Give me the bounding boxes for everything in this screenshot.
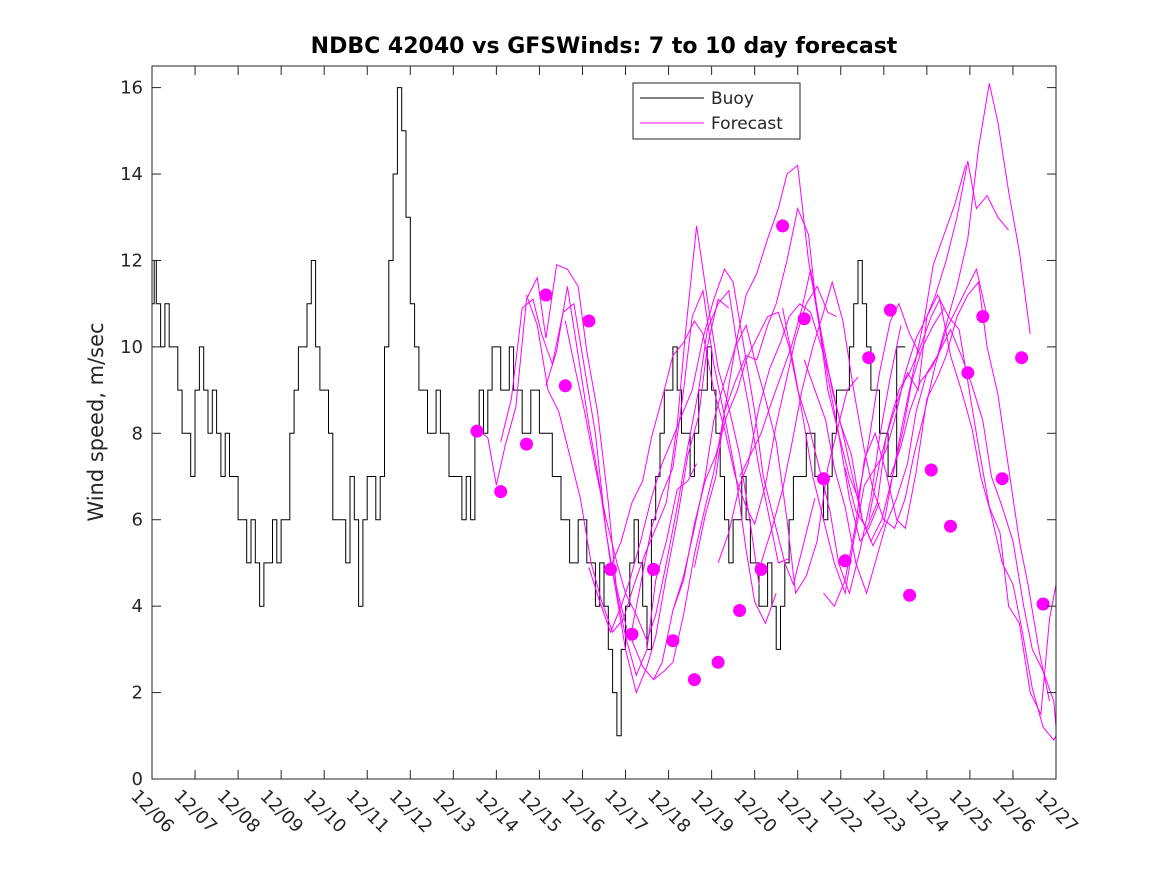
- plot-area: [152, 66, 1056, 779]
- buoy-series: [152, 87, 906, 737]
- forecast-line-13: [739, 165, 967, 547]
- forecast-line-18: [844, 293, 1057, 717]
- y-axis-label: Wind speed, m/sec: [84, 322, 108, 521]
- chart-title: NDBC 42040 vs GFSWinds: 7 to 10 day fore…: [311, 34, 898, 59]
- forecast-line-20: [889, 328, 1057, 728]
- forecast-marker: [995, 472, 1009, 486]
- legend: Buoy Forecast: [632, 82, 801, 140]
- y-tick-label: 2: [132, 683, 143, 704]
- forecast-line-9: [653, 164, 880, 680]
- legend-box: [632, 82, 801, 140]
- legend-forecast-label: Forecast: [711, 114, 783, 134]
- forecast-line-3: [526, 225, 760, 634]
- forecast-marker: [539, 288, 553, 302]
- legend-buoy-label: Buoy: [711, 89, 754, 109]
- forecast-marker: [817, 472, 830, 486]
- forecast-marker: [470, 424, 484, 438]
- forecast-marker: [1036, 597, 1050, 611]
- forecast-marker: [733, 604, 747, 617]
- forecast-line-11: [693, 206, 921, 568]
- forecast-marker: [924, 463, 938, 477]
- forecast-marker: [944, 519, 957, 533]
- forecast-marker: [961, 366, 975, 380]
- forecast-series-group: [476, 83, 1057, 742]
- forecast-marker: [625, 627, 639, 641]
- forecast-marker: [494, 485, 508, 499]
- forecast-line-5: [564, 289, 790, 643]
- forecast-marker: [862, 351, 876, 365]
- forecast-marker: [1015, 351, 1029, 365]
- forecast-marker: [776, 219, 790, 233]
- forecast-marker-group: [470, 219, 1050, 687]
- forecast-line-8: [631, 323, 859, 681]
- y-tick-label: 12: [120, 250, 143, 271]
- forecast-line-14: [760, 267, 988, 564]
- forecast-marker: [604, 562, 617, 576]
- y-tick-label: 8: [132, 423, 143, 444]
- forecast-line-17: [823, 280, 1050, 702]
- y-tick-label: 10: [120, 337, 143, 358]
- forecast-marker: [754, 562, 768, 576]
- y-tick-label: 0: [132, 769, 143, 790]
- forecast-line-2: [500, 298, 730, 695]
- y-tick-label: 16: [120, 78, 143, 99]
- forecast-marker: [883, 303, 897, 317]
- forecast-marker: [797, 312, 811, 326]
- forecast-marker: [520, 437, 533, 451]
- forecast-marker: [687, 673, 701, 687]
- y-tick-label: 14: [120, 164, 143, 185]
- plot-frame: [151, 65, 1057, 780]
- forecast-line-4: [545, 286, 777, 641]
- forecast-line-7: [610, 285, 837, 568]
- y-tick-label: 6: [132, 510, 143, 531]
- forecast-marker: [647, 562, 660, 576]
- forecast-marker: [582, 314, 596, 328]
- forecast-marker: [666, 634, 680, 648]
- forecast-marker: [976, 310, 990, 324]
- forecast-line-15: [782, 161, 1009, 596]
- forecast-line-16: [803, 83, 1031, 595]
- buoy-line: [152, 87, 906, 737]
- forecast-marker: [838, 554, 852, 568]
- forecast-line-6: [588, 267, 816, 634]
- forecast-line-19: [868, 297, 1057, 742]
- forecast-marker: [711, 655, 725, 669]
- forecast-line-10: [672, 311, 902, 611]
- forecast-marker: [903, 588, 917, 602]
- y-tick-label: 4: [132, 596, 143, 617]
- forecast-marker: [558, 379, 572, 393]
